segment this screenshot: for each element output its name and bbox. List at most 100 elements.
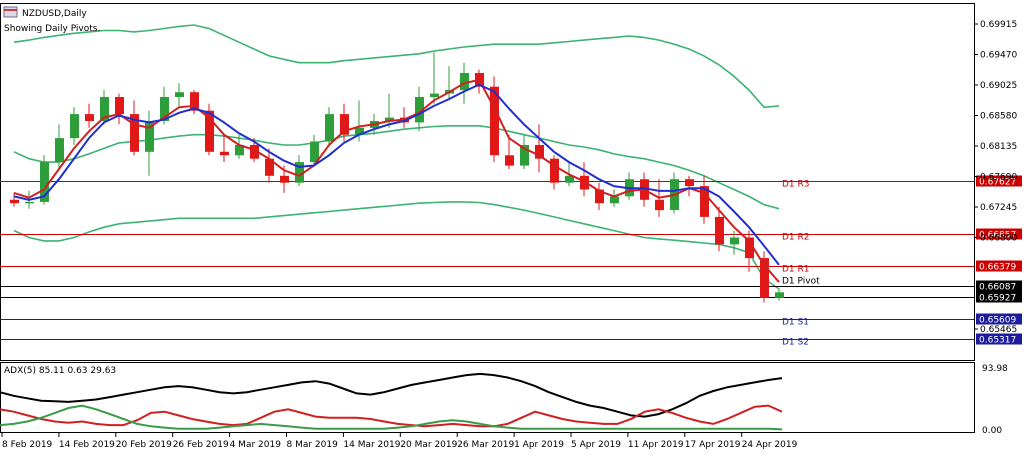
candle-body <box>100 97 109 121</box>
bollinger-upper-line <box>13 24 780 109</box>
candle-body <box>295 162 304 183</box>
candle-body <box>130 114 139 152</box>
candle-body <box>490 86 499 156</box>
price-tick-label: 0.69470 <box>980 51 1017 61</box>
pivot-price-label: 0.66379 <box>979 263 1016 273</box>
candle-body <box>505 155 514 166</box>
date-tick-label: 1 Apr 2019 <box>514 440 564 450</box>
candle-body <box>355 127 364 135</box>
date-tick-label: 14 Feb 2019 <box>59 440 115 450</box>
candle-body <box>595 189 604 204</box>
price-tick-label: 0.69025 <box>980 81 1017 91</box>
candle-body <box>190 92 199 111</box>
candle-body <box>220 151 229 156</box>
adx-tick-label: 0.00 <box>982 426 1002 436</box>
candle-body <box>685 179 694 187</box>
candle-body <box>550 158 559 183</box>
pivot-name: D1 R2 <box>782 233 810 243</box>
candle-body <box>325 114 334 142</box>
pivot-price-tag <box>976 333 1022 345</box>
date-tick-label: 5 Apr 2019 <box>571 440 621 450</box>
candle-body <box>340 114 349 135</box>
candle-body <box>520 145 529 166</box>
candle-body <box>280 175 289 183</box>
pivot-price-tag <box>976 260 1022 272</box>
candle-body <box>745 237 754 259</box>
pivot-levels: D1 R3 0.67627 D1 R2 0.66857 D1 R1 0.66379 D1 P… <box>0 175 1022 348</box>
candle-body <box>610 196 619 204</box>
candle-body <box>205 110 214 152</box>
price-tick-label: 0.68135 <box>980 142 1017 152</box>
candle-body <box>160 97 169 121</box>
candle-body <box>715 216 724 245</box>
bollinger-lower-line <box>13 201 780 290</box>
candle-body <box>265 158 274 176</box>
candle-body <box>700 186 709 217</box>
adx-minus-di-line <box>0 404 783 428</box>
candle-body <box>460 73 469 91</box>
pivot-price-tag <box>976 280 1022 292</box>
candle-body <box>115 97 124 115</box>
pivot-price-label: 0.66857 <box>979 231 1016 241</box>
date-axis: 8 Feb 2019 14 Feb 2019 20 Feb 2019 26 Feb 2… <box>1 433 798 450</box>
candle-body <box>235 145 244 156</box>
candle-body <box>655 199 664 211</box>
price-axis: 0.69915 0.69470 0.69025 0.68580 0.68135 0.676… <box>974 20 1017 335</box>
date-tick-label: 20 Feb 2019 <box>116 440 172 450</box>
bollinger-middle-line <box>13 125 780 210</box>
pivot-price-tag <box>976 175 1022 187</box>
pivot-price-label: 0.65317 <box>979 336 1016 346</box>
pivot-name: D1 R3 <box>782 180 810 190</box>
price-tick-label: 0.66800 <box>980 234 1017 244</box>
candle-body <box>10 199 19 204</box>
date-tick-label: 26 Mar 2019 <box>457 440 514 450</box>
candle-body <box>385 117 394 121</box>
pivot-name: D1 Pivot <box>782 277 820 287</box>
date-tick-label: 26 Feb 2019 <box>173 440 229 450</box>
candle-body <box>415 97 424 123</box>
candle-body <box>535 145 544 159</box>
pivot-price-label: 0.65927 <box>979 294 1016 304</box>
symbol-title: NZDUSD,Daily <box>22 9 87 19</box>
price-tick-label: 0.65465 <box>980 325 1017 335</box>
date-tick-label: 4 Mar 2019 <box>230 440 282 450</box>
price-tick-label: 0.67690 <box>980 173 1017 183</box>
date-tick-label: 20 Mar 2019 <box>400 440 457 450</box>
candle-body <box>775 292 784 298</box>
candles <box>10 52 784 303</box>
pivot-price-label: 0.65609 <box>979 316 1016 326</box>
candle-body <box>55 138 64 163</box>
slow-ma-line <box>13 83 780 266</box>
price-tick-label: 0.69915 <box>980 20 1017 30</box>
fast-ma-line <box>13 78 780 283</box>
date-tick-label: 17 Apr 2019 <box>685 440 741 450</box>
pivot-name: D1 S1 <box>782 318 809 328</box>
pivot-price-tag <box>976 291 1022 303</box>
candle-body <box>145 121 154 152</box>
pivot-price-label: 0.67627 <box>979 178 1016 188</box>
candle-body <box>730 237 739 245</box>
candle-body <box>310 141 319 163</box>
candle-body <box>70 114 79 139</box>
pivot-name: D1 S2 <box>782 338 809 348</box>
chart-subtitle: Showing Daily Pivots. <box>4 24 100 34</box>
pivot-name: D1 R1 <box>782 265 810 275</box>
price-tick-label: 0.68580 <box>980 112 1017 122</box>
adx-plus-di-line <box>0 404 783 431</box>
candle-body <box>565 175 574 183</box>
adx-indicator: 93.98 0.00 <box>0 364 1008 436</box>
date-tick-label: 11 Apr 2019 <box>628 440 684 450</box>
chart-window-icon <box>3 6 18 18</box>
candle-body <box>250 145 259 159</box>
indicator-pane-frame <box>0 362 975 433</box>
adx-label: ADX(5) 85.11 0.63 29.63 <box>4 366 116 376</box>
pivot-price-label: 0.66087 <box>979 283 1016 293</box>
pivot-price-tag <box>976 313 1022 325</box>
date-tick-label: 14 Mar 2019 <box>343 440 400 450</box>
candle-body <box>430 93 439 97</box>
moving-averages <box>13 78 780 283</box>
candle-body <box>85 114 94 121</box>
adx-main-line <box>0 372 783 418</box>
candle-body <box>760 258 769 298</box>
